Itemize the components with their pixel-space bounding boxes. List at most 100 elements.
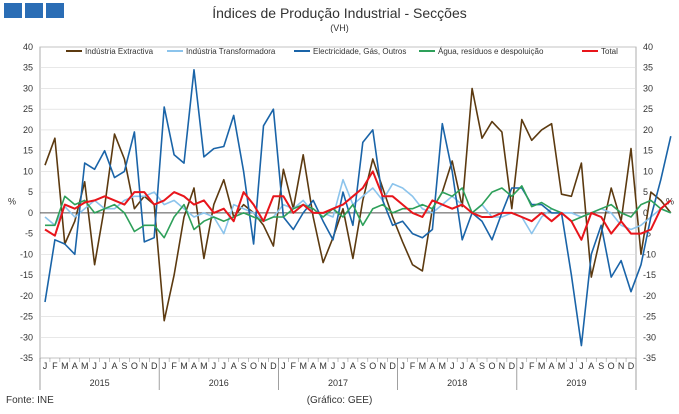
x-tick-month: A xyxy=(429,361,435,371)
logo-block-2 xyxy=(25,3,43,18)
chart-credit: (Gráfico: GEE) xyxy=(306,395,373,406)
legend: Indústria Extractiva Indústria Transforma… xyxy=(66,47,618,56)
y-tick-left: 0 xyxy=(28,208,33,218)
y-tick-left: 25 xyxy=(23,104,33,114)
legend-label: Total xyxy=(601,47,618,56)
logo-block-1 xyxy=(4,3,22,18)
x-tick-month: J xyxy=(569,361,574,371)
x-tick-month: J xyxy=(520,361,525,371)
source-note: Fonte: INE xyxy=(6,395,54,406)
chart-subtitle: (VH) xyxy=(330,23,349,33)
y-tick-left: -5 xyxy=(25,229,33,239)
x-tick-month: N xyxy=(618,361,625,371)
y-tick-left: 35 xyxy=(23,63,33,73)
chart-title: Índices de Produção Industrial - Secções xyxy=(212,5,467,21)
y-tick-left: -25 xyxy=(20,312,33,322)
y-tick-right: 25 xyxy=(643,104,653,114)
x-tick-month: M xyxy=(419,361,427,371)
x-tick-month: M xyxy=(439,361,447,371)
x-tick-year: 2019 xyxy=(566,378,586,388)
logo xyxy=(4,3,64,18)
series-line xyxy=(44,69,672,347)
legend-label: Indústria Transformadora xyxy=(186,47,276,56)
y-tick-right: -30 xyxy=(643,332,656,342)
y-tick-left: -35 xyxy=(20,353,33,363)
x-tick-month: J xyxy=(460,361,465,371)
x-tick-month: D xyxy=(151,361,158,371)
x-tick-year: 2018 xyxy=(447,378,467,388)
x-tick-month: D xyxy=(389,361,396,371)
logo-block-3 xyxy=(46,3,64,18)
x-tick-month: A xyxy=(111,361,117,371)
x-tick-month: O xyxy=(608,361,615,371)
x-tick-month: M xyxy=(180,361,188,371)
y-tick-right: -20 xyxy=(643,291,656,301)
x-tick-month: J xyxy=(331,361,336,371)
x-tick-year: 2017 xyxy=(328,378,348,388)
x-tick-month: A xyxy=(191,361,197,371)
x-tick-month: A xyxy=(350,361,356,371)
y-tick-left: -15 xyxy=(20,270,33,280)
y-tick-right: 40 xyxy=(643,42,653,52)
x-tick-month: S xyxy=(479,361,485,371)
x-tick-month: N xyxy=(260,361,267,371)
x-tick-month: M xyxy=(538,361,546,371)
x-tick-month: J xyxy=(400,361,405,371)
legend-label: Água, resíduos e despoluição xyxy=(438,47,544,56)
series-line xyxy=(44,87,672,322)
x-tick-month: M xyxy=(558,361,566,371)
axes: -35 -35-30 -30-25 -25-20 -20-15 -15-10 -10-5 -5… xyxy=(8,42,674,390)
y-tick-right: -15 xyxy=(643,270,656,280)
x-tick-month: M xyxy=(299,361,307,371)
y-tick-right: 20 xyxy=(643,125,653,135)
x-tick-month: O xyxy=(369,361,376,371)
y-tick-left: 5 xyxy=(28,187,33,197)
x-tick-month: A xyxy=(72,361,78,371)
x-tick-month: J xyxy=(162,361,167,371)
legend-label: Indústria Extractiva xyxy=(85,47,154,56)
x-tick-month: S xyxy=(121,361,127,371)
x-tick-month: J xyxy=(43,361,48,371)
y-tick-left: 40 xyxy=(23,42,33,52)
x-tick-month: A xyxy=(549,361,555,371)
y-tick-left: 20 xyxy=(23,125,33,135)
x-tick-year: 2016 xyxy=(209,378,229,388)
x-tick-month: N xyxy=(499,361,506,371)
x-tick-month: F xyxy=(410,361,416,371)
y-tick-right: -10 xyxy=(643,249,656,259)
x-tick-month: M xyxy=(61,361,69,371)
x-tick-month: A xyxy=(310,361,316,371)
x-tick-month: A xyxy=(231,361,237,371)
x-tick-month: J xyxy=(579,361,584,371)
y-tick-left: -30 xyxy=(20,332,33,342)
series-lines xyxy=(44,69,672,347)
x-tick-month: F xyxy=(52,361,58,371)
y-tick-left: -10 xyxy=(20,249,33,259)
legend-label: Electricidade, Gás, Outros xyxy=(313,47,406,56)
x-tick-month: J xyxy=(212,361,217,371)
grid xyxy=(39,46,637,359)
x-tick-month: F xyxy=(529,361,535,371)
y-tick-right: 30 xyxy=(643,83,653,93)
x-tick-month: M xyxy=(81,361,89,371)
y-tick-left: 30 xyxy=(23,83,33,93)
x-tick-month: A xyxy=(588,361,594,371)
x-tick-month: D xyxy=(628,361,635,371)
x-tick-month: J xyxy=(450,361,455,371)
x-tick-month: N xyxy=(379,361,386,371)
y-tick-right: 35 xyxy=(643,63,653,73)
x-tick-month: S xyxy=(241,361,247,371)
x-tick-month: M xyxy=(200,361,208,371)
x-tick-month: F xyxy=(171,361,177,371)
y-axis-label-left: % xyxy=(8,197,16,207)
x-tick-month: J xyxy=(281,361,286,371)
x-tick-month: S xyxy=(360,361,366,371)
y-tick-left: 15 xyxy=(23,146,33,156)
plot-frame xyxy=(39,46,637,359)
x-tick-month: A xyxy=(469,361,475,371)
x-tick-month: M xyxy=(319,361,327,371)
series-line xyxy=(44,178,672,235)
x-tick-month: J xyxy=(222,361,227,371)
y-tick-right: 10 xyxy=(643,166,653,176)
